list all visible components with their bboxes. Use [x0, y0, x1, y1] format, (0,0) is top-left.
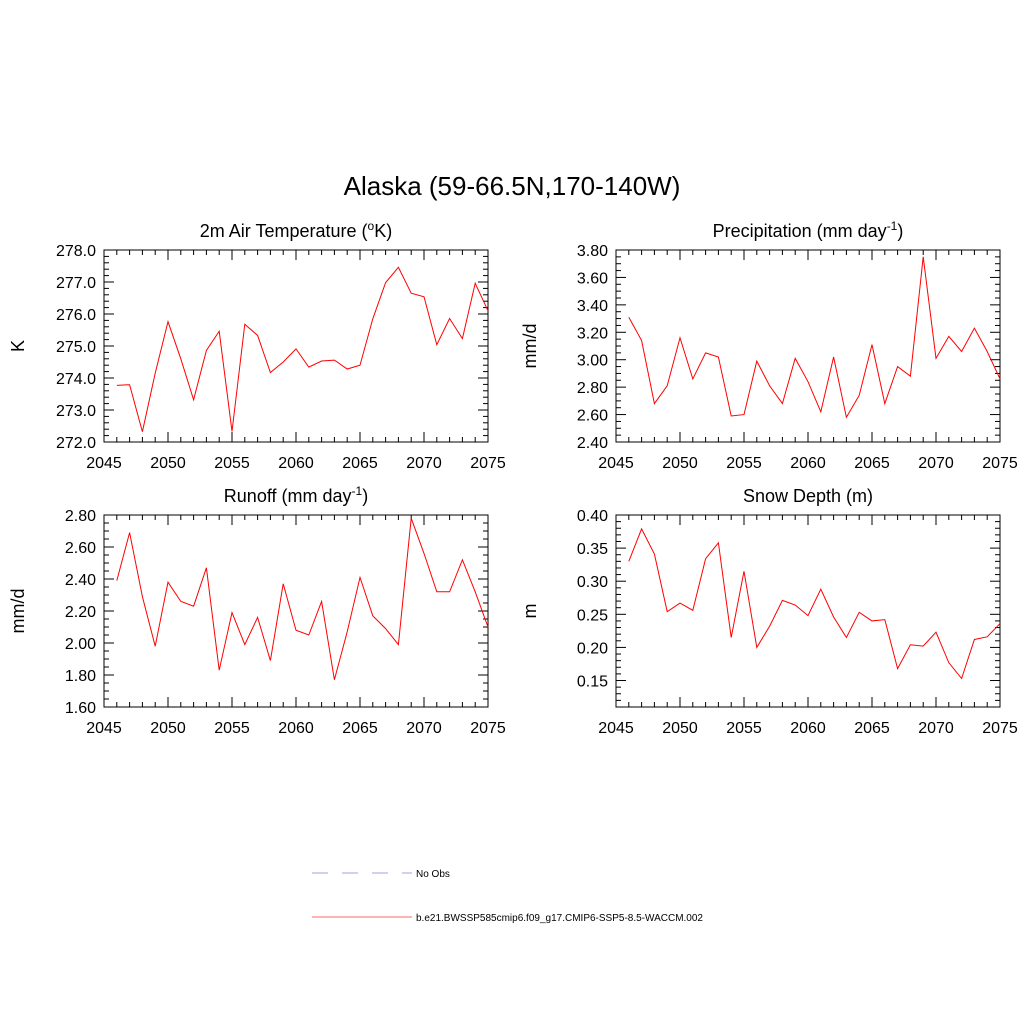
runoff-y-tick-label: 2.60: [65, 540, 96, 557]
precipitation-x-tick-label: 2050: [662, 455, 698, 472]
precipitation-y-tick-label: 3.40: [577, 298, 608, 315]
runoff-x-tick-label: 2070: [406, 720, 442, 737]
runoff-y-tick-label: 2.40: [65, 572, 96, 589]
temperature-y-tick-label: 275.0: [56, 339, 96, 356]
panels: 2m Air Temperature (oK) K 2045 2050 2055 2060…: [8, 219, 1018, 737]
runoff-x-tick-label: 2045: [86, 720, 122, 737]
runoff-x-tick-label: 2065: [342, 720, 378, 737]
precipitation-x-tick-label: 2065: [854, 455, 890, 472]
runoff-y-tick-label: 1.80: [65, 668, 96, 685]
runoff-series-line: [116, 518, 489, 680]
precipitation-y-tick-label: 2.40: [577, 435, 608, 452]
precipitation-x-tick-label: 2060: [790, 455, 826, 472]
precipitation-y-axis-label: mm/d: [520, 324, 540, 369]
temperature-x-tick-label: 2045: [86, 455, 122, 472]
snow-depth-x-tick-label: 2045: [598, 720, 634, 737]
legend: No Obs b.e21.BWSSP585cmip6.f09_g17.CMIP6…: [312, 869, 703, 924]
figure-title: Alaska (59-66.5N,170-140W): [344, 171, 681, 201]
temperature-x-tick-label: 2065: [342, 455, 378, 472]
legend-label-model: b.e21.BWSSP585cmip6.f09_g17.CMIP6-SSP5-8…: [416, 913, 703, 924]
snow-depth-y-tick-label: 0.35: [577, 541, 608, 558]
precipitation-plot-frame: [615, 249, 1001, 443]
precipitation-series-line: [628, 256, 1001, 419]
snow-depth-y-tick-label: 0.40: [577, 508, 608, 525]
precipitation-y-tick-label: 3.20: [577, 325, 608, 342]
temperature-y-tick-label: 274.0: [56, 371, 96, 388]
precipitation-y-tick-label: 3.60: [577, 270, 608, 287]
snow-depth-series-line: [628, 527, 1001, 680]
temperature-x-tick-label: 2075: [470, 455, 506, 472]
temperature-y-tick-label: 273.0: [56, 403, 96, 420]
precipitation-y-tick-label: 3.00: [577, 353, 608, 370]
panel-temperature: 2m Air Temperature (oK) K 2045 2050 2055 2060…: [8, 219, 506, 472]
snow-depth-plot-frame: [615, 514, 1001, 708]
temperature-y-tick-label: 272.0: [56, 435, 96, 452]
runoff-y-tick-label: 1.60: [65, 700, 96, 717]
panel-runoff: Runoff (mm day-1) mm/d 2045 2050 2055 2060 206…: [8, 484, 506, 737]
snow-depth-x-tick-label: 2055: [726, 720, 762, 737]
precipitation-x-tick-label: 2075: [982, 455, 1018, 472]
temperature-y-tick-label: 277.0: [56, 275, 96, 292]
snow-depth-y-tick-label: 0.20: [577, 640, 608, 657]
precipitation-title: Precipitation (mm day-1): [713, 219, 904, 241]
snow-depth-y-tick-label: 0.25: [577, 607, 608, 624]
runoff-x-tick-label: 2050: [150, 720, 186, 737]
precipitation-y-tick-label: 2.60: [577, 408, 608, 425]
temperature-title: 2m Air Temperature (oK): [200, 219, 392, 241]
runoff-x-tick-label: 2055: [214, 720, 250, 737]
precipitation-x-tick-label: 2055: [726, 455, 762, 472]
temperature-y-tick-label: 276.0: [56, 307, 96, 324]
temperature-y-tick-label: 278.0: [56, 243, 96, 260]
panel-snow-depth: Snow Depth (m) m 2045 2050 2055 2060 2065 2070 2…: [520, 486, 1018, 737]
snow-depth-y-tick-label: 0.30: [577, 574, 608, 591]
runoff-x-tick-label: 2060: [278, 720, 314, 737]
snow-depth-x-tick-label: 2075: [982, 720, 1018, 737]
snow-depth-x-tick-label: 2060: [790, 720, 826, 737]
panel-precipitation: Precipitation (mm day-1) mm/d 2045 2050 2055…: [520, 219, 1018, 472]
runoff-y-tick-label: 2.80: [65, 508, 96, 525]
runoff-title: Runoff (mm day-1): [224, 484, 368, 506]
precipitation-x-tick-label: 2045: [598, 455, 634, 472]
temperature-x-tick-label: 2050: [150, 455, 186, 472]
snow-depth-y-tick-label: 0.15: [577, 674, 608, 691]
snow-depth-x-tick-label: 2070: [918, 720, 954, 737]
runoff-plot-frame: [103, 514, 489, 708]
runoff-y-tick-label: 2.20: [65, 604, 96, 621]
snow-depth-x-tick-label: 2065: [854, 720, 890, 737]
temperature-series-line: [116, 266, 489, 432]
snow-depth-y-axis-label: m: [520, 604, 540, 619]
temperature-x-tick-label: 2055: [214, 455, 250, 472]
runoff-x-tick-label: 2075: [470, 720, 506, 737]
precipitation-y-tick-label: 3.80: [577, 243, 608, 260]
runoff-y-tick-label: 2.00: [65, 636, 96, 653]
precipitation-y-tick-label: 2.80: [577, 380, 608, 397]
legend-label-no-obs: No Obs: [416, 869, 450, 880]
temperature-y-axis-label: K: [8, 340, 28, 352]
temperature-x-tick-label: 2070: [406, 455, 442, 472]
temperature-x-tick-label: 2060: [278, 455, 314, 472]
snow-depth-title: Snow Depth (m): [743, 486, 873, 506]
runoff-y-axis-label: mm/d: [8, 589, 28, 634]
snow-depth-x-tick-label: 2050: [662, 720, 698, 737]
precipitation-x-tick-label: 2070: [918, 455, 954, 472]
